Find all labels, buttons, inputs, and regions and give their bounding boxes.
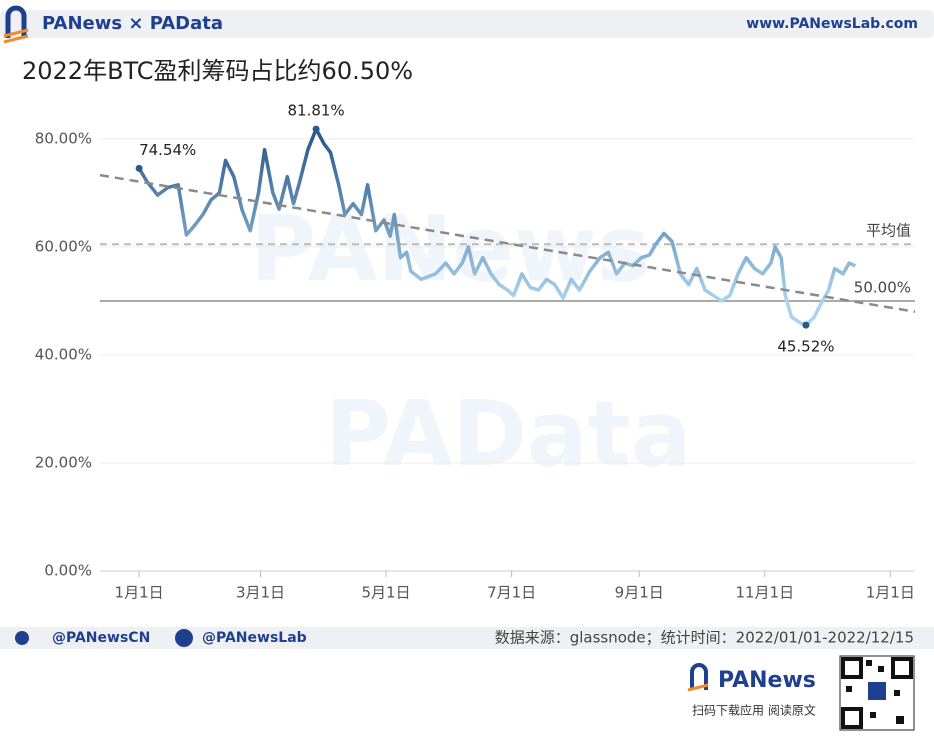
x-tick-label: 1月1日 <box>866 584 915 602</box>
twitter-icon <box>15 631 29 645</box>
x-tick-label: 7月1日 <box>487 584 536 602</box>
annotation-label: 74.54% <box>139 141 196 159</box>
annotation-label: 81.81% <box>287 102 344 120</box>
x-tick-label: 1月1日 <box>115 584 164 602</box>
y-tick-label: 80.00% <box>35 129 92 147</box>
source: 数据来源：glassnode；统计时间：2022/01/01-2022/12/1… <box>495 629 914 647</box>
footer-bar <box>0 627 934 649</box>
brand: PANews × PAData <box>42 13 223 34</box>
annotation-label: 45.52% <box>777 338 834 356</box>
y-tick-label: 20.00% <box>35 453 92 471</box>
x-tick-label: 3月1日 <box>236 584 285 602</box>
annotation-point <box>312 125 320 133</box>
y-tick-label: 0.00% <box>44 562 92 580</box>
app-hint: 扫码下载应用 阅读原文 <box>692 703 816 718</box>
app-logo <box>687 663 709 692</box>
x-tick-label: 5月1日 <box>362 584 411 602</box>
watermark: PANews <box>250 197 650 302</box>
reference-label: 50.00% <box>854 278 911 296</box>
reference-label: 平均值 <box>866 222 911 240</box>
annotation-point <box>802 321 810 329</box>
x-tick-label: 11月1日 <box>735 584 794 602</box>
header-bar <box>0 10 934 38</box>
facebook-handle: @PANewsLab <box>202 630 307 646</box>
facebook-icon <box>175 629 193 647</box>
annotation-point <box>135 164 143 172</box>
x-tick-label: 9月1日 <box>615 584 664 602</box>
site: www.PANewsLab.com <box>746 16 918 32</box>
line-series <box>137 127 856 327</box>
y-tick-label: 40.00% <box>35 345 92 363</box>
y-tick-label: 60.00% <box>35 237 92 255</box>
qr-code <box>839 655 915 731</box>
twitter-handle: @PANewsCN <box>52 630 150 646</box>
app-brand: PANews <box>718 668 816 693</box>
trend-line <box>99 173 916 313</box>
watermark: PAData <box>325 382 692 487</box>
logo <box>3 5 29 44</box>
chart-title: 2022年BTC盈利筹码占比约60.50% <box>22 57 413 85</box>
